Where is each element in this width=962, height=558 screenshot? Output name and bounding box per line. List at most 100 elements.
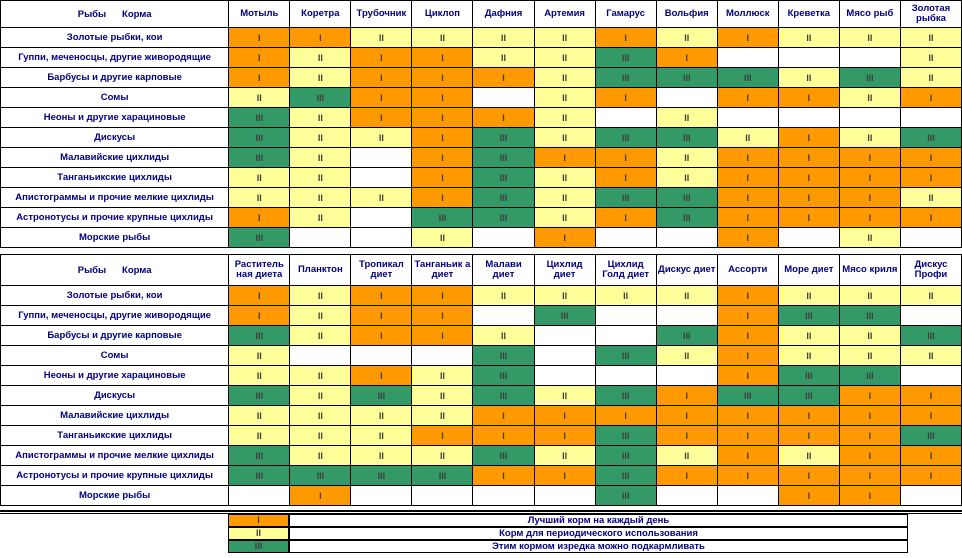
rating-cell: I bbox=[777, 207, 840, 228]
rating-cell: III bbox=[594, 465, 657, 486]
rating-cell: III bbox=[716, 67, 779, 88]
rating-cell: III bbox=[594, 127, 657, 148]
rating-cell: I bbox=[716, 305, 779, 326]
rating-cell: I bbox=[899, 465, 962, 486]
rating-cell: II bbox=[777, 445, 840, 466]
rating-cell: II bbox=[594, 285, 657, 306]
rating-cell: II bbox=[350, 127, 413, 148]
rating-cell bbox=[350, 147, 413, 168]
rating-cell bbox=[533, 365, 596, 386]
rating-cell: II bbox=[899, 345, 962, 366]
rating-cell: I bbox=[777, 147, 840, 168]
rating-cell bbox=[411, 345, 474, 366]
rating-cell: II bbox=[411, 365, 474, 386]
rating-cell bbox=[350, 167, 413, 188]
food-column-title: Корма bbox=[122, 264, 152, 276]
fish-name: Астронотусы и прочие крупные цихлиды bbox=[0, 465, 230, 486]
table-row: Сомы II III III II I II II II bbox=[0, 345, 962, 366]
rating-cell: I bbox=[899, 147, 962, 168]
rating-cell: II bbox=[899, 47, 962, 68]
rating-cell: II bbox=[655, 147, 718, 168]
rating-cell bbox=[899, 485, 962, 506]
rating-cell: II bbox=[777, 285, 840, 306]
rating-cell bbox=[838, 47, 901, 68]
rating-cell: I bbox=[716, 325, 779, 346]
rating-cell: II bbox=[838, 27, 901, 48]
rating-cell: II bbox=[655, 285, 718, 306]
rating-cell: II bbox=[899, 187, 962, 208]
rating-cell: I bbox=[777, 485, 840, 506]
rating-cell: I bbox=[777, 127, 840, 148]
rating-cell: III bbox=[228, 445, 291, 466]
rating-cell: II bbox=[289, 305, 352, 326]
rating-cell: I bbox=[411, 107, 474, 128]
rating-cell: I bbox=[716, 425, 779, 446]
rating-cell: I bbox=[289, 485, 352, 506]
rating-cell: II bbox=[289, 47, 352, 68]
rating-cell: III bbox=[411, 465, 474, 486]
food-header: Коретра bbox=[289, 0, 352, 28]
rating-cell: II bbox=[533, 187, 596, 208]
rating-cell: II bbox=[228, 425, 291, 446]
rating-cell: I bbox=[228, 67, 291, 88]
fish-name: Золотые рыбки, кои bbox=[0, 27, 230, 48]
rating-cell: III bbox=[838, 305, 901, 326]
rating-cell: II bbox=[411, 405, 474, 426]
rating-cell: I bbox=[655, 425, 718, 446]
rating-cell: I bbox=[411, 47, 474, 68]
rating-cell: II bbox=[655, 107, 718, 128]
rating-cell: II bbox=[289, 425, 352, 446]
rating-cell: II bbox=[228, 345, 291, 366]
rating-cell: I bbox=[716, 365, 779, 386]
legend: I Лучший корм на каждый день II Корм для… bbox=[0, 510, 962, 558]
rating-cell: I bbox=[838, 425, 901, 446]
food-header: Креветка bbox=[777, 0, 840, 28]
rating-cell: II bbox=[472, 325, 535, 346]
rating-cell: I bbox=[594, 147, 657, 168]
rating-cell: I bbox=[411, 167, 474, 188]
legend-swatch-periodic: II bbox=[228, 527, 289, 540]
food-header: Артемия bbox=[533, 0, 596, 28]
rating-cell: III bbox=[350, 465, 413, 486]
rating-cell: III bbox=[472, 187, 535, 208]
rating-cell bbox=[716, 47, 779, 68]
corner-header: Рыбы Корма bbox=[0, 254, 230, 286]
rating-cell: III bbox=[411, 207, 474, 228]
rating-cell: III bbox=[472, 127, 535, 148]
rating-cell: II bbox=[472, 27, 535, 48]
rating-cell bbox=[228, 485, 291, 506]
fish-name: Барбусы и другие карповые bbox=[0, 67, 230, 88]
food-header: Дафния bbox=[472, 0, 535, 28]
rating-cell bbox=[411, 485, 474, 506]
rating-cell bbox=[655, 485, 718, 506]
rating-cell bbox=[472, 227, 535, 248]
rating-cell: II bbox=[228, 365, 291, 386]
rating-cell bbox=[777, 107, 840, 128]
rating-cell: III bbox=[594, 187, 657, 208]
table-row: Малавийские цихлиды II II II II I I I I I I I I bbox=[0, 405, 962, 426]
rating-cell: II bbox=[289, 385, 352, 406]
rating-cell: II bbox=[655, 27, 718, 48]
table-row: Морские рыбы I III I I bbox=[0, 485, 962, 506]
rating-cell: I bbox=[472, 465, 535, 486]
rating-cell: I bbox=[350, 107, 413, 128]
rating-cell: I bbox=[594, 405, 657, 426]
fish-name: Барбусы и другие карповые bbox=[0, 325, 230, 346]
rating-cell: II bbox=[350, 187, 413, 208]
rating-cell: I bbox=[411, 325, 474, 346]
legend-divider bbox=[0, 510, 962, 512]
rating-cell: I bbox=[716, 167, 779, 188]
rating-cell: I bbox=[594, 27, 657, 48]
rating-cell: I bbox=[716, 27, 779, 48]
rating-cell: II bbox=[777, 27, 840, 48]
rating-cell: III bbox=[472, 167, 535, 188]
table-row: Гуппи, меченосцы, другие живородящие I II I… bbox=[0, 305, 962, 326]
rating-cell: II bbox=[472, 47, 535, 68]
rating-cell: III bbox=[594, 345, 657, 366]
rating-cell: II bbox=[472, 285, 535, 306]
rating-cell: III bbox=[777, 305, 840, 326]
rating-cell: I bbox=[594, 207, 657, 228]
